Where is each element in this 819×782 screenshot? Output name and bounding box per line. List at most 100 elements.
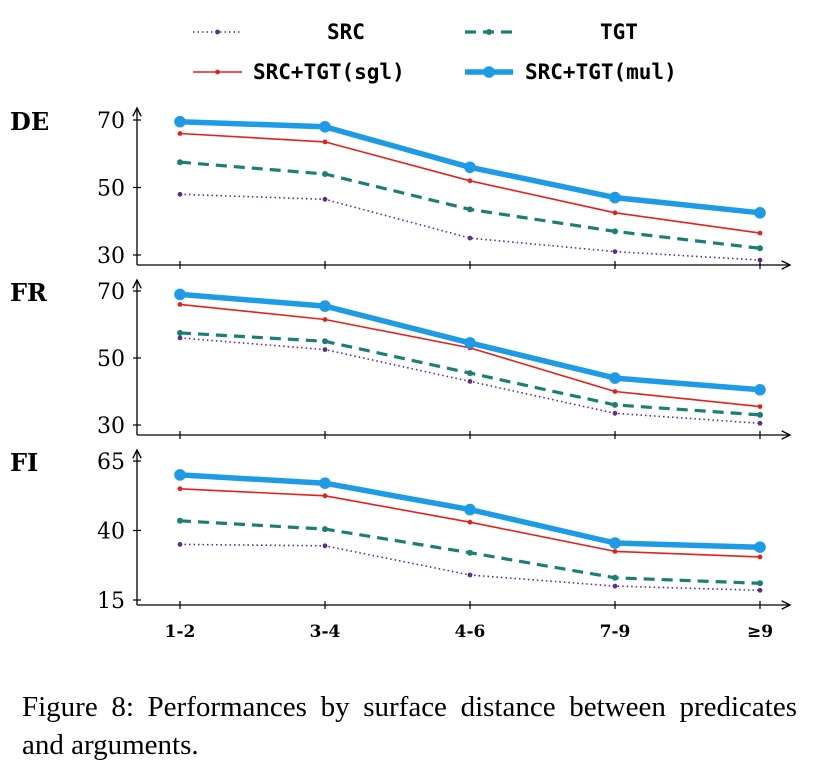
data-point-tgt	[757, 580, 763, 587]
data-point-src	[467, 235, 473, 241]
series-tgt	[177, 517, 763, 587]
data-point-src-tgt-sgl	[612, 210, 618, 216]
y-tick-label: 70	[97, 109, 125, 134]
data-point-src	[322, 543, 328, 549]
data-point-tgt	[757, 411, 763, 418]
data-point-src	[612, 583, 618, 589]
series-line-src-tgt-sgl	[179, 132, 761, 234]
series-src	[177, 191, 763, 263]
data-point-src	[757, 257, 763, 263]
x-tick-label: 4-6	[455, 622, 486, 642]
data-point-src-tgt-sgl	[322, 139, 328, 145]
data-point-src-tgt-mul	[319, 300, 331, 312]
panel-label: FR	[10, 278, 48, 307]
data-point-tgt	[177, 517, 183, 524]
series-src-tgt-mul	[174, 115, 766, 219]
data-point-src-tgt-mul	[319, 121, 331, 133]
legend-label-tgt: TGT	[600, 20, 638, 44]
data-point-src-tgt-mul	[174, 115, 186, 128]
series-src-tgt-sgl	[177, 302, 763, 409]
data-point-src	[177, 542, 183, 547]
series-src-tgt-mul	[174, 469, 766, 553]
data-point-tgt	[177, 159, 183, 166]
data-point-src-tgt-sgl	[757, 230, 763, 236]
data-point-src-tgt-mul	[754, 384, 766, 396]
data-point-src-tgt-mul	[319, 477, 331, 490]
data-point-src-tgt-sgl	[467, 519, 473, 525]
data-point-src-tgt-sgl	[612, 549, 618, 554]
data-point-src	[757, 420, 763, 426]
data-point-tgt	[467, 206, 473, 213]
panels: 30 50 70 DE 30 50 70 FR 15 40 65 FI	[10, 107, 790, 614]
series-src	[177, 542, 763, 593]
x-tick-label: 3-4	[310, 622, 341, 642]
series-line-src-tgt-sgl	[179, 303, 761, 408]
data-point-src-tgt-sgl	[177, 486, 183, 492]
series-src-tgt-sgl	[177, 131, 763, 236]
data-point-src-tgt-sgl	[322, 317, 328, 322]
data-point-src-tgt-mul	[464, 161, 476, 174]
panel-label: DE	[10, 107, 49, 136]
data-point-src-tgt-sgl	[177, 302, 183, 307]
data-point-src	[177, 335, 183, 341]
data-point-src-tgt-mul	[464, 337, 476, 349]
data-point-src-tgt-sgl	[757, 554, 763, 560]
data-point-src-tgt-sgl	[322, 493, 328, 499]
y-tick-label: 40	[97, 520, 125, 545]
series-tgt	[177, 159, 763, 252]
data-point-src-tgt-mul	[754, 207, 766, 219]
data-point-src-tgt-mul	[174, 469, 186, 481]
data-point-src-tgt-mul	[609, 537, 621, 549]
data-point-src-tgt-mul	[609, 372, 621, 384]
data-point-tgt	[467, 370, 473, 377]
data-point-src	[322, 196, 328, 202]
data-point-src	[612, 249, 618, 255]
x-tick-label: 1-2	[165, 622, 196, 642]
data-point-src-tgt-sgl	[757, 404, 763, 409]
y-tick-label: 30	[97, 414, 125, 439]
figure-caption: Figure 8: Performances by surface distan…	[22, 691, 797, 761]
y-tick-label: 50	[97, 347, 125, 372]
data-point-tgt	[322, 526, 328, 533]
series-src-tgt-mul	[174, 288, 766, 396]
y-tick-label: 15	[97, 589, 125, 614]
panel-fi: 15 40 65 FI	[10, 448, 790, 614]
panel-de: 30 50 70 DE	[10, 107, 790, 269]
x-tick-label: ≥9	[747, 622, 773, 642]
data-point-tgt	[322, 171, 328, 177]
data-point-tgt	[177, 329, 183, 336]
data-point-src-tgt-mul	[609, 191, 621, 204]
data-point-src-tgt-mul	[174, 288, 186, 301]
data-point-src-tgt-mul	[754, 541, 766, 553]
series-src	[177, 335, 763, 426]
data-point-src	[322, 347, 328, 352]
data-point-src	[467, 379, 473, 384]
data-point-src	[757, 587, 763, 593]
y-tick-label: 30	[97, 244, 125, 269]
data-point-tgt	[612, 228, 618, 235]
data-point-tgt	[322, 338, 328, 345]
y-tick-label: 65	[97, 450, 125, 475]
data-point-src	[612, 410, 618, 416]
series-src-tgt-sgl	[177, 486, 763, 560]
panel-label: FI	[10, 448, 38, 477]
legend-label-src: SRC	[327, 20, 365, 44]
data-point-src	[177, 191, 183, 197]
y-tick-label: 50	[97, 177, 125, 202]
panel-fr: 30 50 70 FR	[10, 278, 790, 439]
series-tgt	[177, 329, 763, 418]
legend: SRC TGT SRC+TGT(sgl) SRC+TGT(mul)	[193, 20, 677, 84]
data-point-src	[467, 572, 473, 578]
data-point-src-tgt-sgl	[467, 178, 473, 184]
data-point-tgt	[612, 574, 618, 581]
data-point-tgt	[757, 245, 763, 252]
data-point-src-tgt-sgl	[612, 389, 618, 394]
data-point-tgt	[612, 401, 618, 408]
data-point-src-tgt-mul	[464, 503, 476, 516]
data-point-src-tgt-sgl	[177, 131, 183, 136]
x-tick-label: 7-9	[600, 622, 631, 642]
data-point-tgt	[467, 549, 473, 556]
y-tick-label: 70	[97, 280, 125, 305]
legend-label-src-tgt-mul: SRC+TGT(mul)	[525, 60, 677, 84]
